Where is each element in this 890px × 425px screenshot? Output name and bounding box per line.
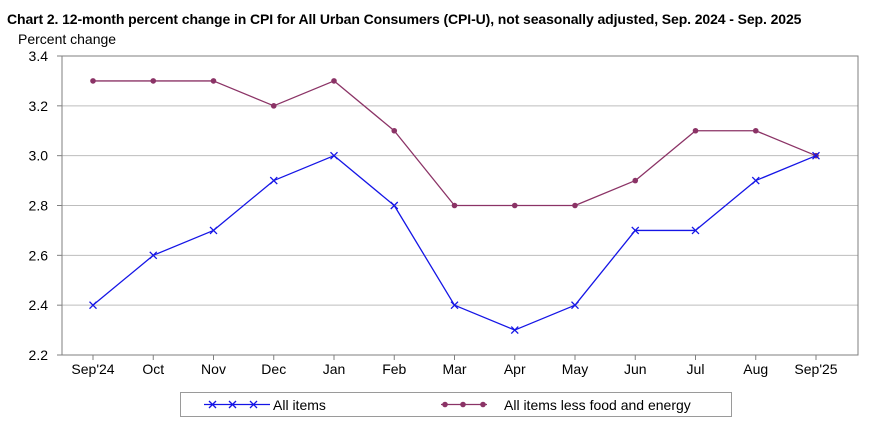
data-point xyxy=(331,78,337,84)
data-point xyxy=(691,226,700,235)
legend-label-core: All items less food and energy xyxy=(504,397,691,413)
series-all-items xyxy=(89,151,820,335)
data-point xyxy=(571,301,579,310)
x-tick-label: Apr xyxy=(504,361,526,377)
x-tick-label: Aug xyxy=(743,361,768,377)
data-point xyxy=(752,127,759,134)
data-point xyxy=(210,78,217,84)
data-point xyxy=(90,78,96,84)
data-point xyxy=(451,202,458,209)
y-tick-label: 2.8 xyxy=(29,198,49,214)
x-tick-label: Jun xyxy=(624,361,647,377)
chart-title: Chart 2. 12-month percent change in CPI … xyxy=(7,11,802,27)
data-point xyxy=(510,326,519,335)
x-tick-label: May xyxy=(562,361,588,377)
data-point xyxy=(631,226,640,235)
data-point xyxy=(150,78,157,84)
data-point xyxy=(149,251,158,260)
series-line xyxy=(92,155,817,331)
y-tick-label: 2.4 xyxy=(29,297,49,313)
legend: All items All items less food and energy xyxy=(180,392,732,417)
data-point xyxy=(511,202,518,209)
x-tick-label: Mar xyxy=(442,361,466,377)
y-tick-label: 2.2 xyxy=(29,347,49,363)
y-tick-label: 3.0 xyxy=(29,148,49,164)
y-axis-label: Percent change xyxy=(18,31,117,47)
data-point xyxy=(390,201,399,210)
data-point xyxy=(89,301,97,310)
series-layer xyxy=(89,78,820,335)
data-point xyxy=(632,177,639,184)
x-tick-label: Sep'25 xyxy=(794,361,837,377)
x-tick-label: Sep'24 xyxy=(71,361,114,377)
legend-item-all-items: All items xyxy=(203,393,403,416)
data-point xyxy=(330,151,338,160)
series-core xyxy=(90,78,819,209)
data-point xyxy=(751,176,760,185)
legend-item-core: All items less food and energy xyxy=(439,393,729,416)
y-tick-label: 2.6 xyxy=(29,247,49,263)
x-tick-label: Jul xyxy=(687,361,705,377)
data-point xyxy=(391,127,398,134)
series-line xyxy=(93,80,817,207)
data-point xyxy=(270,103,277,109)
core-items-line-marker-icon xyxy=(441,401,487,408)
x-tick-label: Dec xyxy=(261,361,286,377)
x-tick-label: Nov xyxy=(201,361,226,377)
plot-area-frame xyxy=(61,55,859,356)
y-tick-label: 3.2 xyxy=(29,98,49,114)
x-tick-label: Oct xyxy=(142,361,164,377)
legend-label-all-items: All items xyxy=(273,397,326,413)
x-tick-label: Feb xyxy=(382,361,406,377)
all-items-line-marker-icon xyxy=(204,400,270,409)
data-point xyxy=(269,176,278,185)
x-tick-label: Jan xyxy=(323,361,346,377)
y-tick-label: 3.4 xyxy=(29,48,49,64)
grid-lines xyxy=(57,55,858,360)
x-tick-labels: Sep'24 Oct Nov Dec Jan Feb Mar Apr May Jun Jul Aug S… xyxy=(71,361,837,377)
data-point xyxy=(450,301,459,310)
data-point xyxy=(812,151,820,160)
data-point xyxy=(692,127,699,134)
data-point xyxy=(209,226,218,235)
data-point xyxy=(572,202,578,209)
y-tick-labels: 2.2 2.4 2.6 2.8 3.0 3.2 3.4 xyxy=(29,48,49,363)
